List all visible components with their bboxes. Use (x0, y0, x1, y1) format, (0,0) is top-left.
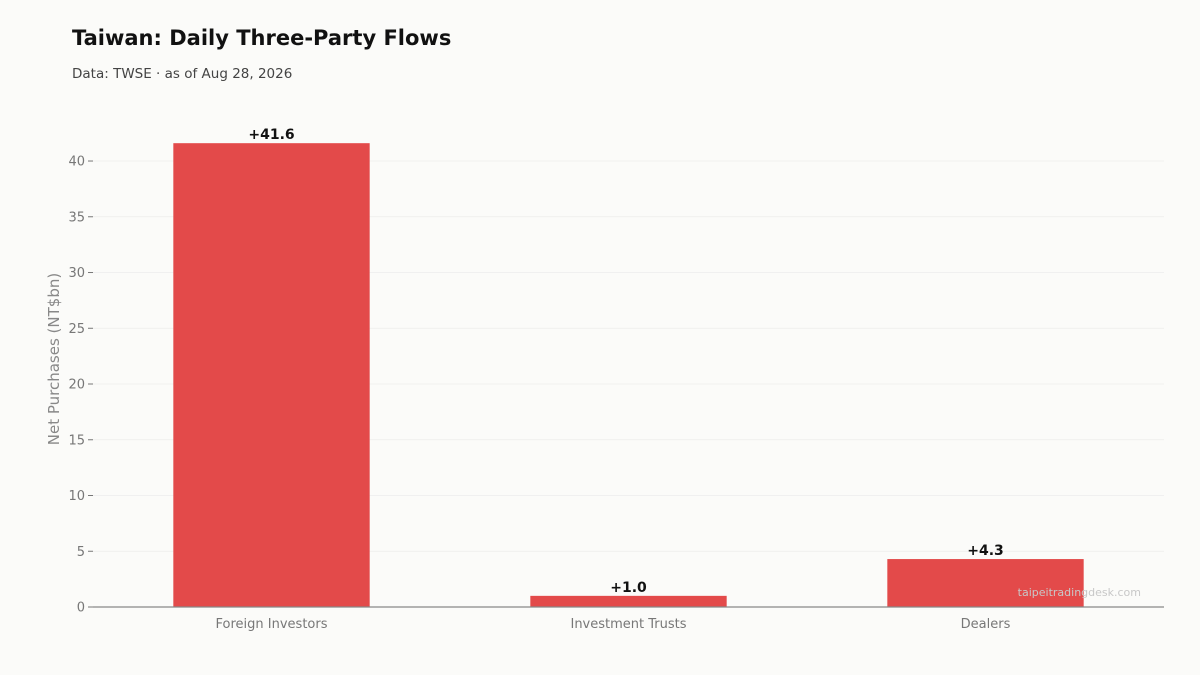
y-axis-label: Net Purchases (NT$bn) (45, 273, 63, 445)
bar-value-label: +41.6 (248, 127, 294, 143)
y-tick-label: 15 (68, 433, 85, 448)
bar (173, 143, 370, 608)
axes: 0 5 10 15 20 25 30 35 40 Foreign Investors Investm… (68, 155, 1164, 632)
bar (887, 559, 1084, 607)
y-tick-label: 5 (77, 545, 85, 560)
y-tick-label: 40 (68, 155, 85, 170)
x-category-label: Investment Trusts (570, 617, 686, 632)
y-tick-label: 10 (68, 489, 85, 504)
y-tick-label: 30 (68, 266, 85, 281)
bar-value-label: +1.0 (610, 580, 647, 596)
x-category-label: Foreign Investors (216, 617, 328, 632)
chart-title: Taiwan: Daily Three-Party Flows (72, 26, 452, 50)
y-tick-label: 20 (68, 378, 85, 393)
x-category-label: Dealers (961, 617, 1011, 632)
watermark: taipeitradingdesk.com (1018, 586, 1141, 599)
bar (530, 595, 727, 607)
bars: +41.6 +1.0 +4.3 (173, 127, 1084, 608)
y-tick-label: 25 (68, 322, 85, 337)
chart-subtitle: Data: TWSE · as of Aug 28, 2026 (72, 66, 293, 82)
bar-value-label: +4.3 (967, 543, 1004, 559)
y-tick-label: 35 (68, 210, 85, 225)
y-tick-label: 0 (77, 601, 85, 616)
